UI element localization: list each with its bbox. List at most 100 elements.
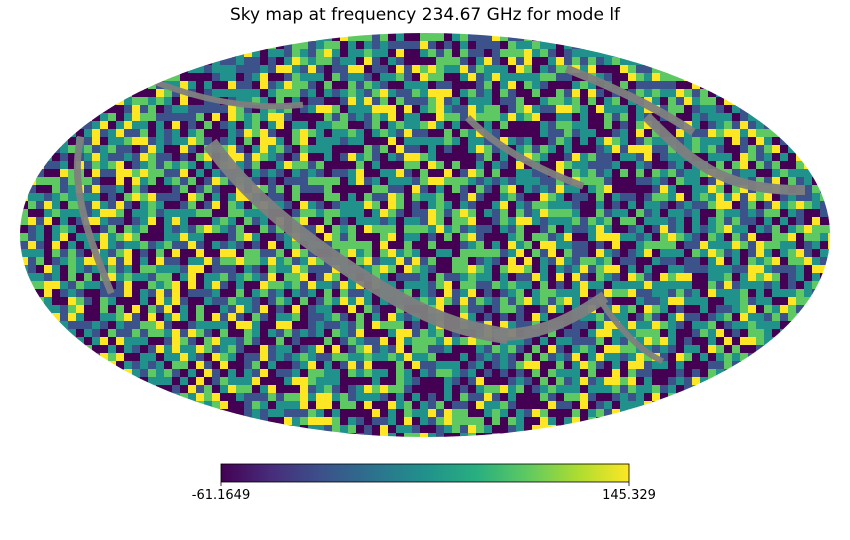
sky-pixel [548, 257, 557, 266]
sky-pixel [380, 353, 389, 362]
sky-pixel [252, 353, 261, 362]
sky-pixel [332, 121, 341, 130]
sky-pixel [604, 249, 613, 258]
sky-pixel [140, 313, 149, 322]
sky-pixel [524, 233, 533, 242]
sky-pixel [548, 201, 557, 210]
sky-pixel [388, 433, 397, 437]
sky-pixel [500, 289, 509, 298]
sky-pixel [404, 401, 413, 410]
sky-pixel [724, 129, 733, 138]
sky-pixel [404, 49, 413, 58]
sky-pixel [228, 137, 237, 146]
sky-pixel [348, 369, 357, 378]
sky-pixel [60, 225, 69, 234]
sky-pixel [572, 121, 581, 130]
sky-pixel [220, 313, 229, 322]
sky-pixel [636, 73, 645, 82]
sky-pixel [172, 113, 181, 122]
sky-pixel [468, 353, 477, 362]
sky-pixel [356, 65, 365, 74]
sky-pixel [756, 225, 765, 234]
sky-pixel [732, 129, 741, 138]
sky-pixel [436, 153, 445, 162]
sky-pixel [628, 185, 637, 194]
sky-pixel [548, 57, 557, 66]
sky-pixel [532, 257, 541, 266]
sky-pixel [204, 257, 213, 266]
sky-pixel [260, 297, 269, 306]
sky-pixel [572, 145, 581, 154]
sky-pixel [628, 289, 637, 298]
sky-pixel [676, 257, 685, 266]
sky-pixel [468, 201, 477, 210]
sky-pixel [188, 185, 197, 194]
sky-pixel [764, 209, 773, 218]
sky-pixel [244, 385, 253, 394]
sky-pixel [412, 57, 421, 66]
sky-pixel [516, 41, 525, 50]
sky-pixel [580, 105, 589, 114]
sky-pixel [476, 145, 485, 154]
sky-pixel [236, 73, 245, 82]
sky-pixel [340, 401, 349, 410]
sky-pixel [116, 313, 125, 322]
sky-pixel [524, 49, 533, 58]
sky-pixel [92, 321, 101, 330]
sky-pixel [684, 105, 693, 114]
sky-pixel [756, 153, 765, 162]
sky-pixel [300, 169, 309, 178]
sky-pixel [140, 233, 149, 242]
sky-pixel [228, 257, 237, 266]
sky-pixel [364, 201, 373, 210]
sky-pixel [604, 193, 613, 202]
sky-pixel [228, 361, 237, 370]
sky-pixel [108, 121, 117, 130]
sky-pixel [796, 169, 805, 178]
sky-pixel [252, 273, 261, 282]
sky-pixel [772, 249, 781, 258]
sky-pixel [636, 377, 645, 386]
sky-pixel [364, 121, 373, 130]
sky-pixel [244, 249, 253, 258]
sky-pixel [68, 185, 77, 194]
sky-pixel [412, 49, 421, 58]
sky-pixel [204, 73, 213, 82]
sky-pixel [428, 297, 437, 306]
sky-pixel [420, 65, 429, 74]
sky-pixel [220, 377, 229, 386]
sky-pixel [620, 305, 629, 314]
sky-pixel [412, 121, 421, 130]
sky-pixel [732, 193, 741, 202]
sky-pixel [460, 49, 469, 58]
sky-pixel [276, 321, 285, 330]
sky-pixel [652, 145, 661, 154]
sky-pixel [516, 401, 525, 410]
sky-pixel [140, 289, 149, 298]
sky-pixel [420, 353, 429, 362]
sky-pixel [116, 257, 125, 266]
sky-pixel [588, 361, 597, 370]
sky-pixel [556, 281, 565, 290]
sky-pixel [276, 113, 285, 122]
sky-pixel [236, 225, 245, 234]
sky-pixel [548, 273, 557, 282]
sky-pixel [348, 225, 357, 234]
sky-pixel [244, 153, 253, 162]
sky-pixel [516, 73, 525, 82]
sky-pixel [564, 49, 573, 58]
sky-pixel [204, 169, 213, 178]
sky-pixel [628, 177, 637, 186]
sky-pixel [204, 233, 213, 242]
sky-pixel [436, 369, 445, 378]
sky-pixel [364, 129, 373, 138]
sky-pixel [380, 217, 389, 226]
sky-pixel [700, 305, 709, 314]
sky-pixel [300, 353, 309, 362]
sky-pixel [284, 145, 293, 154]
sky-pixel [356, 257, 365, 266]
sky-pixel [572, 329, 581, 338]
sky-pixel [228, 249, 237, 258]
sky-pixel [372, 241, 381, 250]
sky-pixel [772, 201, 781, 210]
